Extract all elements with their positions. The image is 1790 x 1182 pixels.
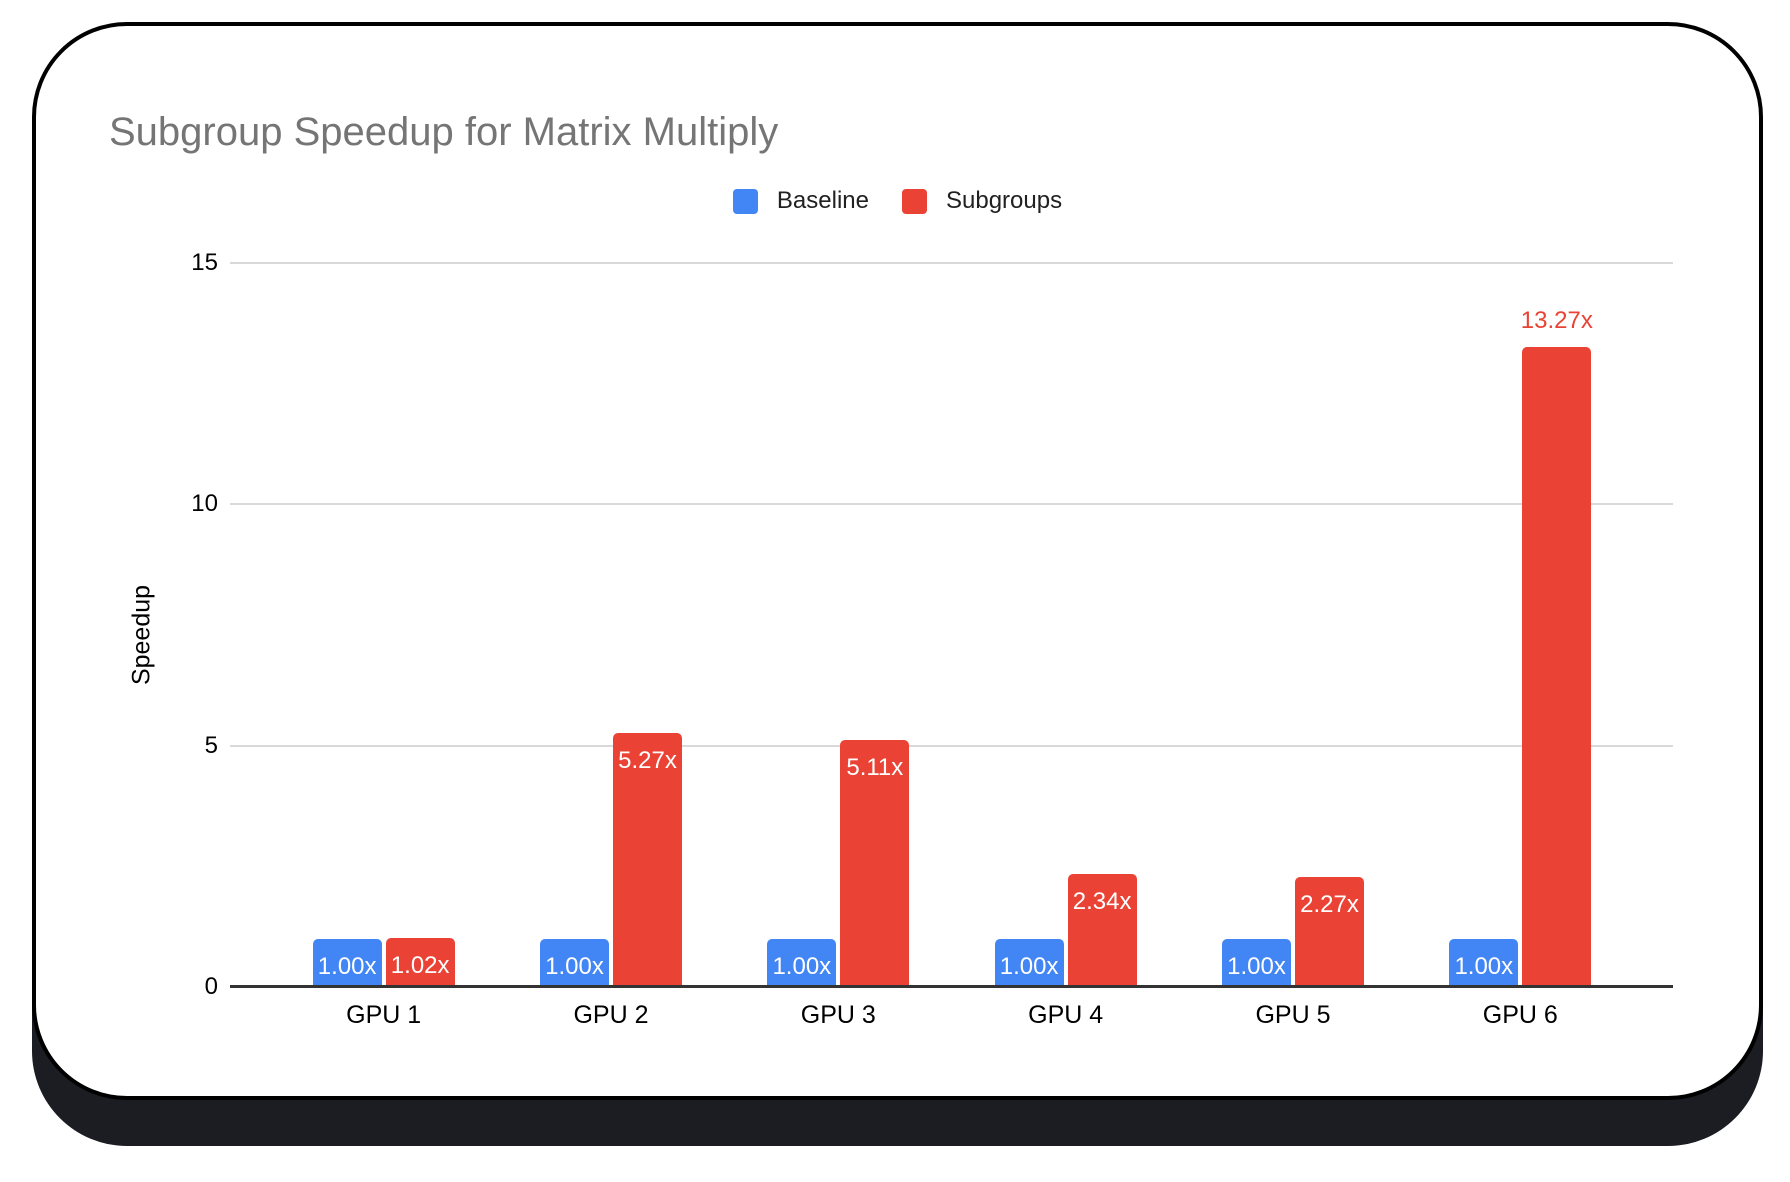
bar-group-gpu-1: 1.00x 1.02x GPU 1 [270,263,497,1029]
bar-baseline-gpu-3: 1.00x [767,938,837,987]
bar-value-label: 2.27x [1300,891,1359,919]
legend-label-subgroups: Subgroups [945,187,1063,214]
bar-groups: 1.00x 1.02x GPU 1 1.00x 5.27x GPU 2 1.00x 5.11x… [270,263,1634,1029]
legend-label-baseline: Baseline [776,187,869,214]
x-axis-label-gpu-3: GPU 3 [800,1001,876,1029]
y-tick-label-5: 5 [204,731,218,759]
bar-baseline-gpu-5: 1.00x [1221,938,1291,987]
bar-value-label: 2.34x [1072,888,1132,916]
bar-group-gpu-4: 1.00x 2.34x GPU 4 [952,263,1179,1029]
plot-area: 1.00x 1.02x GPU 1 1.00x 5.27x GPU 2 1.00x 5.11x… [191,249,1673,1029]
gridline-10 [230,503,1673,506]
bar-subgroups-gpu-5: 2.27x [1294,877,1364,987]
bars-pair: 1.00x 1.02x [270,937,497,987]
bar-value-label: 1.00x [317,952,377,980]
x-axis-label-gpu-2: GPU 2 [573,1001,649,1029]
bar-baseline-gpu-1: 1.00x [312,938,382,987]
y-tick-label-0: 0 [204,973,218,1000]
bar-value-label: 1.00x [1227,952,1286,980]
bar-value-label: 5.27x [618,746,677,774]
bar-value-label: 1.02x [390,951,450,979]
x-axis-line [230,985,1673,988]
bar-subgroups-gpu-1: 1.02x [385,937,455,987]
bar-subgroups-gpu-4: 2.34x [1067,874,1137,987]
bar-group-gpu-5: 1.00x 2.27x GPU 5 [1179,263,1406,1029]
legend-item-baseline: Baseline [732,187,869,215]
x-axis-label-gpu-1: GPU 1 [346,1001,422,1029]
bar-value-label: 5.11x [846,754,904,782]
x-axis-label-gpu-5: GPU 5 [1255,1001,1331,1029]
bars-pair: 1.00x 13.27x [1407,307,1634,987]
y-axis-title: Speedup [127,584,156,686]
gridline-15 [230,262,1673,264]
bar-group-gpu-3: 1.00x 5.11x GPU 3 [725,263,952,1029]
bar-group-gpu-2: 1.00x 5.27x GPU 2 [497,263,724,1029]
legend: Baseline Subgroups [36,184,1759,218]
bar-subgroups-gpu-3: 5.11x [840,740,910,987]
legend-swatch-subgroups-icon [901,188,927,214]
bars-pair: 1.00x 2.27x [1179,877,1406,987]
bar-value-label: 1.00x [1454,952,1514,980]
bars-pair: 1.00x 5.11x [725,740,952,987]
legend-swatch-baseline-icon [732,188,758,214]
chart-title: Subgroup Speedup for Matrix Multiply [109,110,779,154]
y-tick-label-15: 15 [191,249,218,276]
chart-card: Subgroup Speedup for Matrix Multiply Bas… [32,22,1763,1100]
bar-baseline-gpu-6: 1.00x [1449,938,1519,987]
bar-baseline-gpu-2: 1.00x [539,938,609,987]
x-axis-label-gpu-6: GPU 6 [1482,1001,1558,1029]
bar-group-gpu-6: 1.00x 13.27x GPU 6 [1407,263,1634,1029]
bar-baseline-gpu-4: 1.00x [994,938,1064,987]
bar-value-label: 1.00x [999,952,1059,980]
y-tick-label-10: 10 [191,490,218,518]
bar-value-label: 1.00x [772,952,832,980]
legend-item-subgroups: Subgroups [901,187,1063,215]
bar-value-label: 1.00x [545,952,604,980]
bars-pair: 1.00x 5.27x [497,732,724,987]
gridline-5 [230,744,1673,747]
x-axis-label-gpu-4: GPU 4 [1028,1001,1104,1029]
bar-value-label: 13.27x [1520,306,1593,334]
bar-subgroups-gpu-2: 5.27x [612,732,682,987]
bar-subgroups-gpu-6: 13.27x [1521,307,1593,987]
bars-pair: 1.00x 2.34x [952,874,1179,987]
